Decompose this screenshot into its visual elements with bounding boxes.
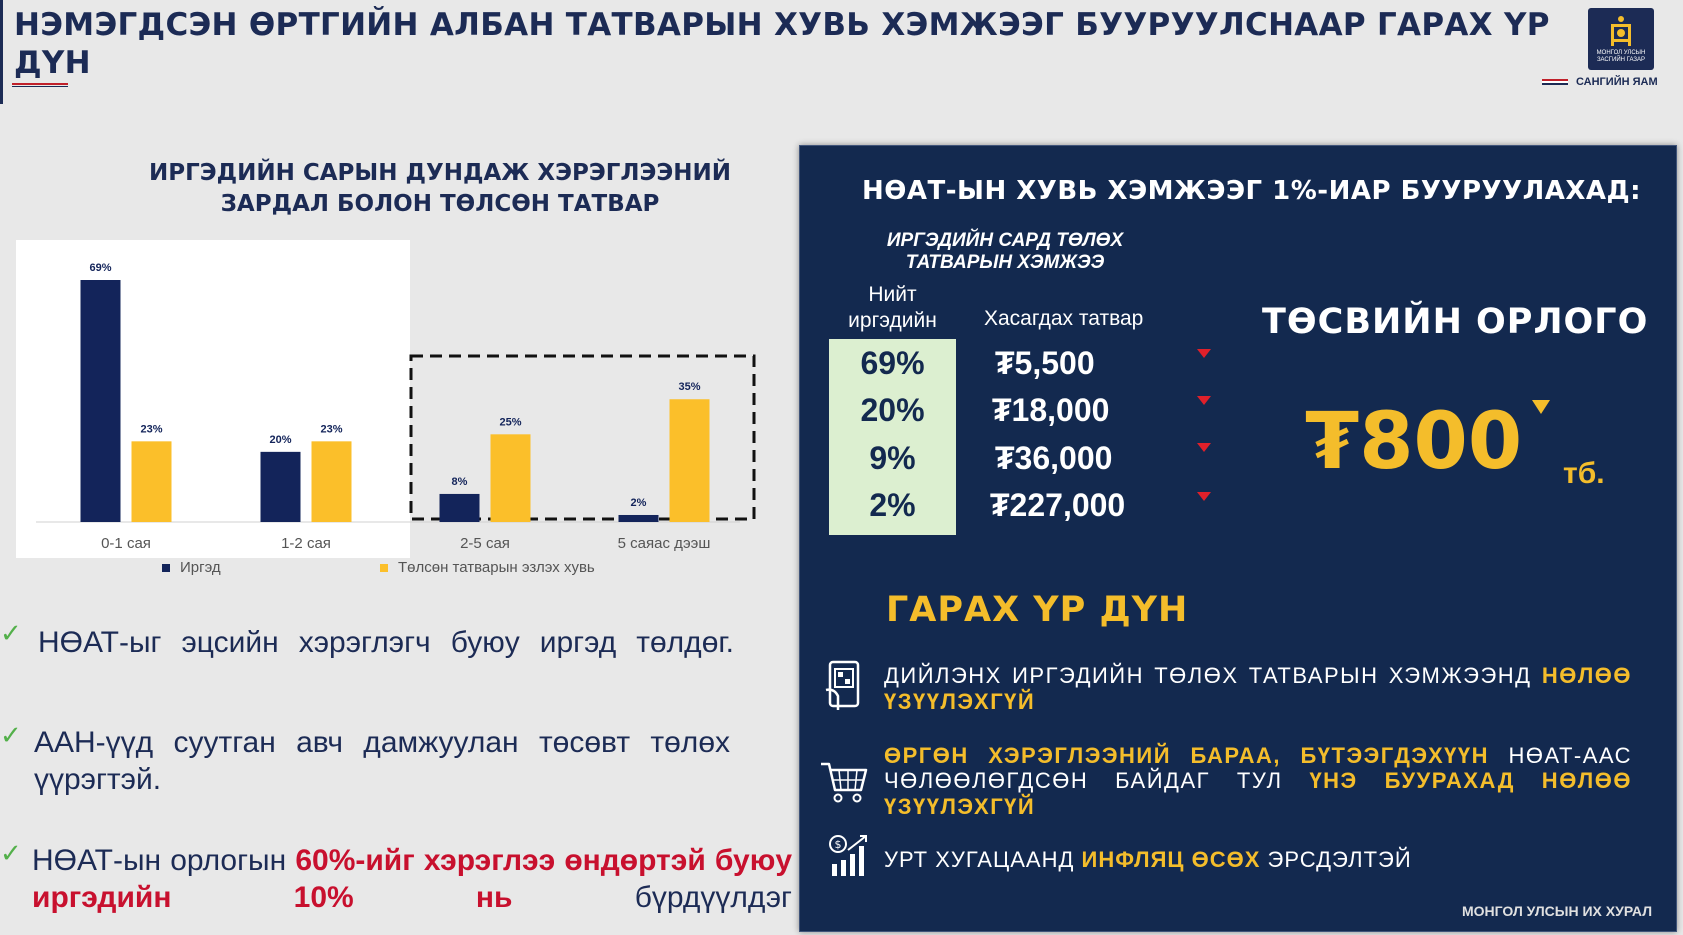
decrease-arrow-icon-2 xyxy=(1197,396,1211,405)
header-accent-line xyxy=(0,0,3,104)
decrease-arrow-icon-4 xyxy=(1197,492,1211,501)
result-2-text-b: ЧӨЛӨӨЛӨГДСӨН БАЙДАГ ТУЛ xyxy=(884,768,1283,793)
chart-legend: Иргэд Төлсөн татварын эзлэх хувь xyxy=(162,559,595,576)
x-tick-label-3: 2-5 сая xyxy=(460,535,510,552)
deduction-amount-2: ₮18,000 xyxy=(992,392,1110,428)
result-2-highlight-a: ӨРГӨН ХЭРЭГЛЭЭНИЙ БАРАА, БҮТЭЭГДЭХҮҮН xyxy=(884,743,1490,768)
bar-tax-share-1 xyxy=(131,441,172,522)
bullet-text-1: НӨАТ-ыг эцсийн хэрэглэгч буюу иргэд төлд… xyxy=(38,626,734,659)
decrease-arrow-icon-3 xyxy=(1197,443,1211,452)
bullet3-highlight-b: өндөртэй буюу иргэдийн 10% нь xyxy=(32,844,793,914)
chart-title-line1: ИРГЭДИЙН САРЫН ДУНДАЖ ХЭРЭГЛЭЭНИЙ xyxy=(148,160,732,186)
deduction-amount-3: ₮36,000 xyxy=(995,440,1113,476)
budget-unit: тб. xyxy=(1563,457,1605,490)
result-1-highlight-a: НӨЛӨӨ xyxy=(1541,663,1632,688)
title-underline-red xyxy=(12,83,68,85)
data-label-citizens-2: 20% xyxy=(269,434,291,446)
bar-citizens-2 xyxy=(260,451,301,522)
result-3-text-b: ЭРСДЭЛТЭЙ xyxy=(1267,847,1412,872)
result-2-line1: ӨРГӨН ХЭРЭГЛЭЭНИЙ БАРАА, БҮТЭЭГДЭХҮҮН НӨ… xyxy=(884,743,1632,769)
bullet-check-1: ✓ xyxy=(0,618,22,648)
result-2-line2: ЧӨЛӨӨЛӨГДСӨН БАЙДАГ ТУЛ ҮНЭ БУУРАХАД НӨЛ… xyxy=(884,768,1632,794)
column-header-deduction: Хасагдах татвар xyxy=(984,307,1144,330)
soyombo-emblem-icon xyxy=(1611,16,1631,46)
legend-swatch-2 xyxy=(380,564,388,572)
highlight-dashed-box xyxy=(409,354,756,521)
legend-label-1: Иргэд xyxy=(180,559,221,576)
result-3-text: УРТ ХУГАЦААНД ИНФЛЯЦ ӨСӨХ ЭРСДЭЛТЭЙ xyxy=(884,847,1412,873)
results-title: ГАРАХ ҮР ДҮН xyxy=(886,590,1189,630)
bar-citizens-4 xyxy=(618,514,659,522)
panel-subheading-line2: ТАТВАРЫН ХЭМЖЭЭ xyxy=(905,252,1105,273)
budget-revenue-title: ТӨСВИЙН ОРЛОГО xyxy=(1262,302,1649,342)
x-tick-label-4: 5 саяас дээш xyxy=(618,535,711,552)
phone-receipt-icon xyxy=(824,660,864,717)
result-1-text: ДИЙЛЭНХ ИРГЭДИЙН ТӨЛӨХ ТАТВАРЫН ХЭМЖЭЭНД… xyxy=(884,663,1632,689)
inflation-growth-icon: $ xyxy=(828,834,872,883)
budget-revenue-value: ₮800 xyxy=(1305,397,1523,487)
chart-title-line2: ЗАРДАЛ БОЛОН ТӨЛСӨН ТАТВАР xyxy=(220,191,660,217)
panel-subheading-line1: ИРГЭДИЙН САРД ТӨЛӨХ xyxy=(886,230,1124,251)
x-tick-label-2: 1-2 сая xyxy=(281,535,331,552)
budget-decrease-icon xyxy=(1532,400,1550,414)
column-header-share-line1: Нийт xyxy=(868,283,917,306)
share-column-background xyxy=(829,339,956,535)
result-2-highlight-c: ҮЗҮҮЛЭХГҮЙ xyxy=(884,794,1036,819)
share-value-4: 2% xyxy=(869,487,916,523)
data-label-tax-share-4: 35% xyxy=(678,381,700,393)
bullet-check-2: ✓ xyxy=(0,720,22,750)
data-label-tax-share-1: 23% xyxy=(140,423,162,435)
deduction-amount-1: ₮5,500 xyxy=(995,345,1095,381)
data-label-tax-share-3: 25% xyxy=(499,416,521,428)
government-logo: МОНГОЛ УЛСЫН ЗАСГИЙН ГАЗАР xyxy=(1588,8,1654,70)
bar-tax-share-4 xyxy=(669,399,710,522)
panel-subheading: ИРГЭДИЙН САРД ТӨЛӨХ ТАТВАРЫН ХЭМЖЭЭ xyxy=(855,230,1155,274)
legend-swatch-1 xyxy=(162,564,170,572)
data-label-citizens-1: 69% xyxy=(89,262,111,274)
bar-citizens-1 xyxy=(80,280,121,522)
bar-tax-share-3 xyxy=(490,434,531,522)
page-title: НЭМЭГДСЭН ӨРТГИЙН АЛБАН ТАТВАРЫН ХУВЬ ХЭ… xyxy=(14,7,1550,81)
bullet3-text-a: НӨАТ-ын орлогын xyxy=(32,844,287,877)
chart-title: ИРГЭДИЙН САРЫН ДУНДАЖ ХЭРЭГЛЭЭНИЙ ЗАРДАЛ… xyxy=(100,158,780,220)
panel-heading: НӨАТ-ЫН ХУВЬ ХЭМЖЭЭГ 1%-ИАР БУУРУУЛАХАД: xyxy=(862,176,1642,206)
x-tick-label-1: 0-1 сая xyxy=(101,535,151,552)
data-label-citizens-3: 8% xyxy=(452,476,468,488)
column-header-share-line2: иргэдийн xyxy=(848,309,937,332)
result-1-highlight-b: ҮЗҮҮЛЭХГҮЙ xyxy=(884,689,1036,714)
ministry-label: САНГИЙН ЯАМ xyxy=(1542,76,1672,88)
svg-text:$: $ xyxy=(835,838,842,851)
share-value-1: 69% xyxy=(860,345,925,381)
ministry-name: САНГИЙН ЯАМ xyxy=(1576,76,1658,88)
bullet-check-3: ✓ xyxy=(0,838,22,868)
result-3-text-a: УРТ ХУГАЦААНД xyxy=(884,847,1075,872)
flag-icon xyxy=(1542,79,1568,85)
column-header-share: Нийт иргэдийн xyxy=(829,282,956,334)
bullet3-text-b: бүрдүүлдэг xyxy=(634,881,792,914)
info-panel xyxy=(799,145,1677,932)
logo-caption: МОНГОЛ УЛСЫН ЗАСГИЙН ГАЗАР xyxy=(1596,50,1646,63)
result-3-highlight: ИНФЛЯЦ ӨСӨХ xyxy=(1081,847,1261,872)
result-1-text-a: ДИЙЛЭНХ ИРГЭДИЙН ТӨЛӨХ ТАТВАРЫН ХЭМЖЭЭНД xyxy=(884,663,1532,688)
bullet3-highlight-a: 60%-ийг хэрэглээ xyxy=(295,844,556,877)
share-value-2: 20% xyxy=(860,392,925,428)
legend-label-2: Төлсөн татварын эзлэх хувь xyxy=(398,559,595,576)
data-label-citizens-4: 2% xyxy=(631,497,647,509)
bar-chart: 69% 23% 0-1 сая 20% 23% 1-2 сая 8% 25% 2-5 сая 2%… xyxy=(16,240,756,576)
shopping-cart-icon xyxy=(819,758,869,811)
decrease-arrow-icon-1 xyxy=(1197,349,1211,358)
parliament-footer: МОНГОЛ УЛСЫН ИХ ХУРАЛ xyxy=(1462,903,1653,919)
share-value-3: 9% xyxy=(869,440,916,476)
result-2-highlight-b: ҮНЭ БУУРАХАД НӨЛӨӨ xyxy=(1309,768,1632,793)
deduction-amount-4: ₮227,000 xyxy=(990,487,1126,523)
title-underline-blue xyxy=(12,86,68,87)
bullet-text-2: ААН-үүд суутган авч дамжуулан төсөвт төл… xyxy=(34,726,730,796)
bullet-text-3: НӨАТ-ын орлогын 60%-ийг хэрэглээ өндөртэ… xyxy=(32,842,792,916)
result-2-text-a: НӨАТ-ААС xyxy=(1508,743,1632,768)
bar-citizens-3 xyxy=(439,493,480,522)
data-label-tax-share-2: 23% xyxy=(320,423,342,435)
bar-tax-share-2 xyxy=(311,441,352,522)
